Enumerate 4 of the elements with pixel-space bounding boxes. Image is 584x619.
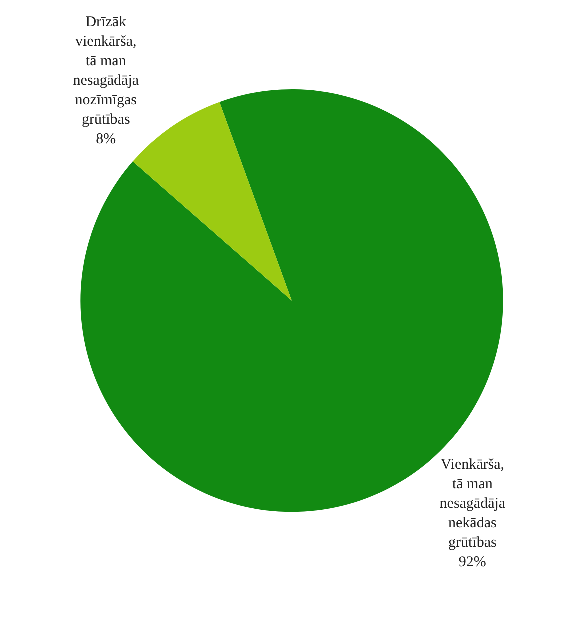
data-label: 8%	[96, 132, 116, 148]
data-label: 92%	[458, 554, 486, 571]
slice-label: Drīzāk vienkārša, tā man nesagādāja nozīmīgas grūtības	[73, 14, 140, 128]
slice-label: Vienkārša, tā man nesagādāja nekādas grūtības	[440, 457, 506, 552]
